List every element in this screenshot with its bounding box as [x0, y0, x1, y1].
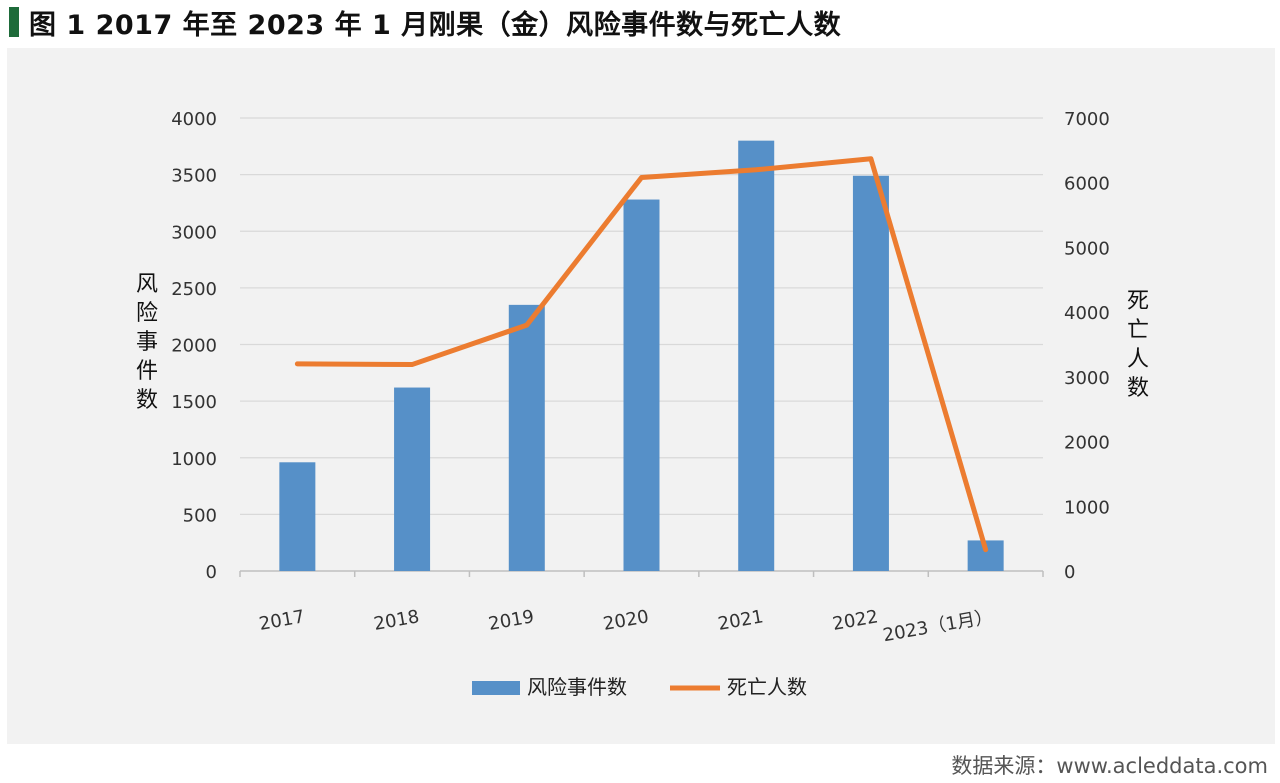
x-tick-label: 2018 — [372, 606, 421, 635]
legend-swatch-bars — [472, 681, 520, 695]
y-left-tick-label: 1500 — [171, 392, 217, 413]
y-right-tick-label: 2000 — [1064, 433, 1110, 454]
y-right-tick-label: 1000 — [1064, 497, 1110, 518]
bar — [738, 140, 775, 571]
bar — [852, 175, 889, 571]
x-tick-label: 2022 — [831, 606, 880, 635]
y-left-tick-label: 2500 — [171, 279, 217, 300]
bar — [279, 462, 316, 571]
y-left-tick-label: 4000 — [171, 109, 217, 130]
x-tick-label: 2023（1月） — [881, 606, 994, 646]
bar — [623, 199, 660, 572]
y-left-tick-label: 1000 — [171, 449, 217, 470]
y-left-tick-label: 500 — [183, 505, 217, 526]
x-tick-label: 2019 — [487, 606, 536, 635]
figure-title-bar: 图 1 2017 年至 2023 年 1 月刚果（金）风险事件数与死亡人数 — [0, 4, 842, 41]
y-right-tick-label: 4000 — [1064, 303, 1110, 324]
x-tick-label: 2017 — [257, 606, 306, 635]
y-right-tick-label: 5000 — [1064, 238, 1110, 259]
y-left-tick-label: 0 — [206, 562, 217, 583]
figure-title: 图 1 2017 年至 2023 年 1 月刚果（金）风险事件数与死亡人数 — [29, 9, 842, 41]
y-left-tick-label: 3500 — [171, 166, 217, 187]
combo-chart: 0 500 1000 1500 2000 2500 3000 3500 4000 0 1000 200… — [136, 109, 1149, 699]
y-right-tick-label: 3000 — [1064, 368, 1110, 389]
bar — [508, 304, 545, 571]
legend-label-bars: 风险事件数 — [527, 675, 627, 699]
chart-panel: 0 500 1000 1500 2000 2500 3000 3500 4000 0 1000 200… — [7, 48, 1275, 744]
title-marker — [9, 7, 19, 37]
y-right-tick-label: 6000 — [1064, 174, 1110, 195]
x-tick-label: 2020 — [602, 606, 651, 635]
source-note: 数据来源：www.acleddata.com — [951, 754, 1268, 778]
y-right-axis-title: 死亡人数 — [1127, 289, 1149, 401]
bar — [394, 387, 431, 571]
legend-label-line: 死亡人数 — [727, 675, 807, 699]
y-right-tick-label: 7000 — [1064, 109, 1110, 130]
x-tick-label: 2021 — [716, 606, 765, 635]
y-left-tick-label: 2000 — [171, 336, 217, 357]
y-right-tick-label: 0 — [1064, 562, 1075, 583]
y-left-tick-label: 3000 — [171, 222, 217, 243]
y-left-axis-title: 风险事件数 — [136, 272, 158, 413]
line-series — [294, 156, 989, 553]
